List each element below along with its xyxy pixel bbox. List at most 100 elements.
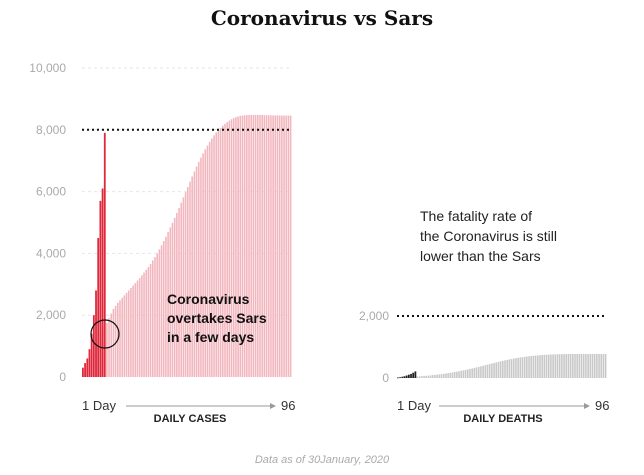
sars-deaths-bar [558, 354, 561, 378]
sars-deaths-bar [440, 374, 443, 378]
sars-deaths-bar [541, 355, 543, 378]
sars-deaths-bar [506, 359, 508, 378]
sars-cases-bar [250, 114, 253, 377]
coronavirus-cases-bar [90, 333, 93, 377]
sars-cases-bar [130, 288, 132, 377]
sars-cases-bar [261, 115, 263, 377]
coronavirus-cases-bar [92, 315, 95, 377]
sars-deaths-bar [534, 355, 537, 378]
sars-deaths-bar [447, 373, 449, 378]
sars-deaths-bar [484, 365, 487, 378]
sars-cases-bar [152, 260, 154, 377]
sars-deaths-bar [582, 353, 585, 378]
sars-deaths-bar [508, 359, 511, 378]
sars-cases-bar [248, 115, 250, 377]
sars-cases-bar [121, 297, 123, 377]
sars-deaths-bar [576, 353, 578, 378]
sars-cases-bar [123, 295, 126, 377]
coronavirus-cases-bar [99, 200, 102, 377]
coronavirus-cases-series [82, 132, 106, 377]
daily-deaths-y-tick-label: 2,000 [359, 309, 389, 323]
sars-deaths-bar [539, 355, 541, 378]
sars-cases-bar [178, 207, 180, 377]
sars-cases-bar [147, 267, 150, 377]
coronavirus-cases-bar [82, 367, 84, 377]
sars-cases-bar [138, 278, 141, 377]
sars-cases-bar [182, 197, 185, 377]
daily-cases-y-tick-label: 4,000 [36, 246, 66, 260]
sars-cases-bar [283, 115, 285, 377]
sars-cases-bar [213, 135, 215, 377]
sars-cases-bar [119, 300, 121, 377]
sars-deaths-bar [462, 370, 465, 378]
sars-deaths-bar [587, 353, 589, 378]
sars-cases-bar [222, 125, 224, 377]
sars-deaths-bar [521, 357, 524, 378]
sars-cases-bar [206, 145, 209, 377]
daily-deaths-x-end-label: 96 [595, 398, 609, 413]
sars-cases-bar [278, 115, 281, 378]
daily-deaths-x-axis-title: DAILY DEATHS [463, 413, 542, 425]
sars-cases-bar [149, 263, 152, 377]
sars-deaths-bar [473, 367, 476, 378]
sars-deaths-bar [589, 353, 592, 378]
sars-cases-bar [285, 115, 288, 377]
overtake-highlight-circle [90, 319, 120, 349]
sars-cases-bar [281, 115, 283, 378]
sars-cases-bar [241, 115, 244, 377]
sars-deaths-bar [436, 374, 438, 378]
sars-cases-bar [114, 305, 117, 377]
coronavirus-deaths-series [397, 371, 417, 379]
coronavirus-deaths-bar [401, 376, 404, 378]
sars-cases-bar [141, 275, 143, 377]
sars-deaths-bar [598, 353, 600, 378]
coronavirus-cases-bar [86, 358, 89, 377]
coronavirus-cases-bar [84, 363, 86, 377]
sars-deaths-bar [517, 357, 519, 378]
sars-cases-bar [232, 118, 235, 377]
daily-deaths-annotation-line-3: lower than the Sars [420, 248, 541, 264]
sars-deaths-bar [604, 354, 607, 378]
sars-cases-bar [246, 115, 248, 378]
sars-cases-bar [200, 157, 202, 377]
sars-deaths-bar [519, 357, 522, 378]
sars-cases-bar [230, 119, 233, 377]
daily-deaths-y-tick-label: 0 [382, 371, 389, 385]
sars-deaths-bar [563, 354, 565, 378]
sars-deaths-bar [532, 355, 535, 378]
sars-cases-bar [243, 115, 246, 377]
sars-deaths-bar [416, 376, 419, 378]
sars-cases-bar [215, 132, 218, 377]
sars-cases-bar [134, 283, 137, 377]
sars-cases-bar [193, 171, 196, 377]
sars-cases-bar [276, 115, 279, 378]
sars-cases-bar [110, 313, 113, 377]
coronavirus-deaths-bar [407, 374, 410, 378]
coronavirus-deaths-bar [399, 377, 401, 379]
sars-cases-bar [267, 115, 270, 377]
sars-deaths-bar [442, 373, 445, 378]
sars-cases-bar [228, 120, 231, 377]
sars-cases-bar [274, 115, 277, 378]
sars-deaths-bar [445, 373, 447, 378]
sars-deaths-bar [537, 355, 539, 378]
daily-deaths-x-start-label: 1 Day [397, 398, 431, 413]
coronavirus-deaths-bar [412, 372, 415, 378]
sars-deaths-bar [591, 353, 594, 378]
sars-cases-bar [180, 202, 183, 377]
sars-deaths-bar [602, 353, 605, 378]
sars-cases-bar [165, 236, 167, 377]
sars-deaths-bar [471, 368, 473, 378]
daily-deaths-annotation-line-1: The fatality rate of [420, 208, 532, 224]
sars-deaths-bar [458, 371, 460, 378]
sars-deaths-bar [552, 354, 554, 378]
sars-deaths-bar [499, 361, 502, 378]
sars-cases-bar [289, 115, 292, 377]
sars-deaths-bar [578, 353, 581, 378]
sars-cases-bar [160, 245, 163, 377]
coronavirus-cases-bar [97, 237, 100, 377]
sars-deaths-bar [572, 353, 574, 378]
sars-deaths-bar [464, 369, 467, 378]
sars-deaths-bar [425, 375, 428, 378]
